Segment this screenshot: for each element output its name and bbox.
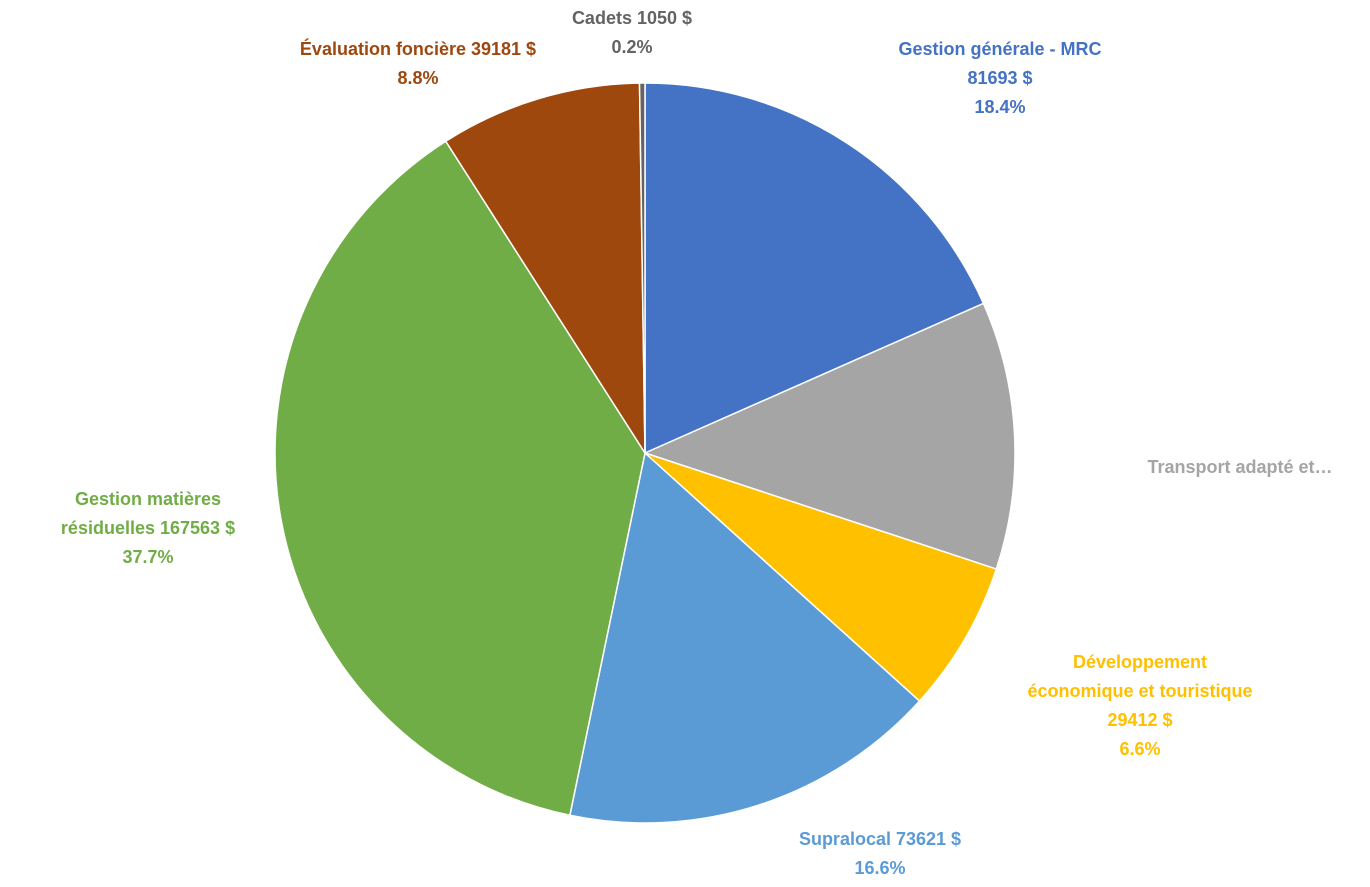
pie-slice	[274, 140, 646, 817]
label-text: Évaluation foncière	[299, 39, 466, 59]
pie-slice	[444, 82, 646, 456]
pie-slice	[644, 82, 985, 455]
percent-label: 16.6%	[854, 858, 906, 878]
label-text: Gestion matières résiduelles	[60, 489, 222, 538]
data-label: Évaluation foncière 39181 $ 8.8%	[283, 35, 553, 93]
label-text: Gestion générale - MRC	[898, 39, 1102, 59]
pie-slice	[568, 451, 921, 824]
label-text: 1050 $	[636, 8, 693, 28]
percent-label: 37.7%	[122, 547, 174, 567]
label-text: Supralocal	[798, 829, 891, 849]
percent-label: 8.8%	[397, 68, 439, 88]
data-label: Transport adapté et…	[1110, 453, 1370, 482]
data-label: Gestion matières résiduelles 167563 $ 37.…	[38, 485, 258, 572]
pie-slice	[642, 302, 1016, 570]
label-text: Cadets	[571, 8, 632, 28]
pie-slice	[638, 82, 646, 454]
label-text: 29412 $	[1107, 710, 1173, 730]
label-text: Transport adapté et…	[1147, 457, 1333, 477]
data-label: Gestion générale - MRC 81693 $ 18.4%	[880, 35, 1120, 122]
label-text: 81693 $	[967, 68, 1033, 88]
data-label: Cadets 1050 $ 0.2%	[522, 4, 742, 62]
label-text: Développement économique et touristique	[1027, 652, 1253, 701]
data-label: Supralocal 73621 $ 16.6%	[730, 825, 1030, 883]
label-text: 73621 $	[895, 829, 962, 849]
data-label: Développement économique et touristique …	[1018, 648, 1263, 764]
label-text: 39181 $	[470, 39, 537, 59]
percent-label: 0.2%	[611, 37, 653, 57]
pie-slice	[644, 452, 998, 703]
percent-label: 6.6%	[1119, 739, 1161, 759]
percent-label: 18.4%	[974, 97, 1026, 117]
label-text: 167563 $	[160, 518, 236, 538]
